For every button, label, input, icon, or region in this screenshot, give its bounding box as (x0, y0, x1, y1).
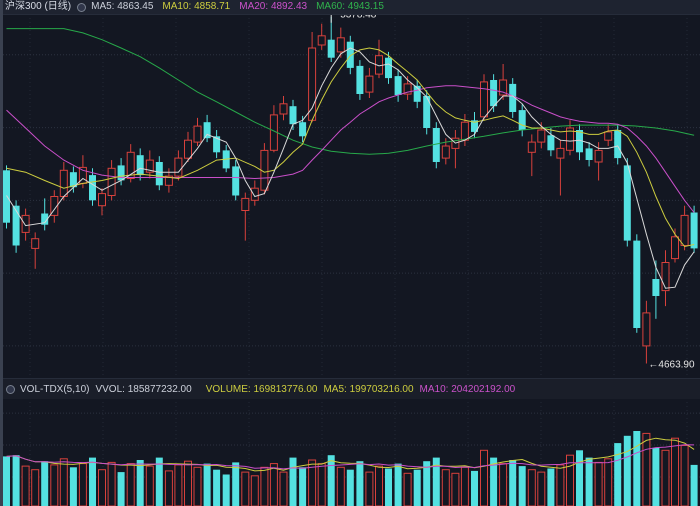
ma5-value: 4863.45 (117, 1, 154, 12)
ma60-label: MA60: (316, 1, 345, 12)
vvol-label: VVOL: (95, 383, 125, 395)
svg-text:5378.48: 5378.48 (340, 10, 377, 21)
vvol-readout: VVOL: 185877232.00 (95, 384, 191, 395)
ma10-value: 4858.71 (194, 1, 231, 12)
ma20-label: MA20: (239, 1, 269, 12)
vol-ma10-readout: MA10: 204202192.00 (420, 384, 516, 395)
indicator-toggle-icon[interactable] (77, 2, 87, 12)
volume-value: 169813776.00 (253, 383, 318, 395)
ma5-readout: MA5: 4863.45 (91, 0, 153, 14)
vvol-value: 185877232.00 (127, 383, 192, 395)
ma20-value: 4892.43 (270, 1, 308, 12)
ma60-value: 4943.15 (347, 1, 384, 12)
vol-ma10-value: 204202192.00 (451, 383, 516, 395)
vol-ma5-value: 199703216.00 (349, 383, 414, 395)
ma20-readout: MA20: 4892.43 (239, 0, 307, 14)
ma60-readout: MA60: 4943.15 (316, 0, 384, 14)
left-edge-strip (0, 0, 3, 506)
vol-ma10-label: MA10: (419, 383, 449, 395)
ma10-readout: MA10: 4858.71 (162, 0, 230, 14)
vol-ma5-label: MA5: (323, 383, 347, 395)
volume-readout: VOLUME: 169813776.00 (206, 384, 318, 395)
vol-ma5-readout: MA5: 199703216.00 (323, 384, 413, 395)
volume-indicator-bar: VOL-TDX(5,10) VVOL: 185877232.00 VOLUME:… (0, 378, 700, 399)
volume-indicator-toggle-icon[interactable] (6, 384, 15, 394)
main-indicator-bar: 沪深300 (日线) MA5: 4863.45 MA10: 4858.71 MA… (0, 0, 700, 15)
symbol-label: 沪深300 (日线) (5, 1, 72, 12)
svg-text:←4663.90: ←4663.90 (648, 360, 695, 371)
volume-indicator-name: VOL-TDX(5,10) (20, 383, 90, 395)
volume-label: VOLUME: (205, 383, 251, 395)
ma5-label: MA5: (91, 1, 115, 12)
ma10-label: MA10: (162, 1, 192, 12)
